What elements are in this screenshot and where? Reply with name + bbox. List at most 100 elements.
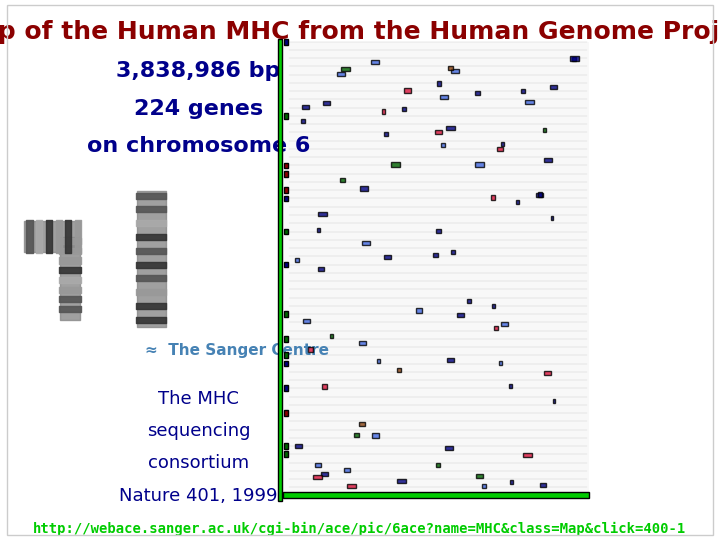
FancyBboxPatch shape [551, 216, 553, 220]
FancyBboxPatch shape [284, 113, 288, 119]
FancyBboxPatch shape [552, 399, 555, 403]
FancyBboxPatch shape [474, 163, 484, 166]
FancyBboxPatch shape [441, 143, 445, 147]
FancyBboxPatch shape [284, 386, 288, 391]
FancyBboxPatch shape [284, 336, 288, 342]
FancyBboxPatch shape [525, 99, 534, 104]
FancyBboxPatch shape [572, 57, 576, 61]
FancyBboxPatch shape [490, 195, 495, 200]
FancyBboxPatch shape [467, 299, 472, 303]
FancyBboxPatch shape [402, 106, 406, 111]
FancyBboxPatch shape [284, 311, 288, 317]
FancyBboxPatch shape [284, 163, 288, 168]
FancyBboxPatch shape [303, 319, 310, 323]
Text: consortium: consortium [148, 454, 249, 472]
Text: The MHC: The MHC [158, 390, 239, 408]
FancyBboxPatch shape [278, 39, 282, 501]
Text: on chromosome 6: on chromosome 6 [87, 137, 310, 157]
FancyBboxPatch shape [294, 258, 299, 262]
FancyBboxPatch shape [317, 228, 320, 232]
FancyBboxPatch shape [384, 255, 391, 259]
FancyBboxPatch shape [284, 410, 288, 416]
FancyBboxPatch shape [283, 42, 590, 496]
FancyBboxPatch shape [312, 475, 322, 479]
FancyBboxPatch shape [321, 472, 328, 476]
FancyBboxPatch shape [521, 89, 526, 93]
Text: ≈  The Sanger Centre: ≈ The Sanger Centre [145, 343, 328, 358]
FancyBboxPatch shape [391, 163, 400, 166]
FancyBboxPatch shape [284, 195, 288, 201]
Text: http://webace.sanger.ac.uk/cgi-bin/ace/pic/6ace?name=MHC&class=Map&click=400-1: http://webace.sanger.ac.uk/cgi-bin/ace/p… [33, 522, 687, 536]
Text: Nature 401, 1999: Nature 401, 1999 [120, 487, 278, 505]
FancyBboxPatch shape [295, 444, 302, 448]
Text: 3,838,986 bp: 3,838,986 bp [117, 61, 281, 81]
FancyBboxPatch shape [318, 267, 324, 271]
FancyBboxPatch shape [318, 212, 328, 216]
FancyBboxPatch shape [436, 229, 441, 233]
FancyBboxPatch shape [436, 130, 442, 134]
FancyBboxPatch shape [474, 91, 480, 94]
FancyBboxPatch shape [536, 193, 543, 197]
FancyBboxPatch shape [543, 128, 546, 132]
FancyBboxPatch shape [570, 57, 579, 60]
FancyBboxPatch shape [492, 304, 495, 308]
FancyBboxPatch shape [446, 126, 455, 130]
FancyBboxPatch shape [341, 178, 346, 182]
FancyBboxPatch shape [451, 250, 455, 254]
FancyBboxPatch shape [359, 341, 366, 345]
FancyBboxPatch shape [360, 186, 368, 191]
FancyBboxPatch shape [500, 361, 502, 365]
FancyBboxPatch shape [476, 474, 482, 478]
Text: 224 genes: 224 genes [134, 99, 263, 119]
FancyBboxPatch shape [315, 463, 320, 467]
FancyBboxPatch shape [359, 422, 365, 426]
FancyBboxPatch shape [433, 253, 438, 257]
FancyBboxPatch shape [415, 308, 423, 313]
FancyBboxPatch shape [436, 463, 440, 467]
FancyBboxPatch shape [445, 446, 454, 450]
FancyBboxPatch shape [544, 371, 552, 375]
FancyBboxPatch shape [397, 368, 400, 372]
FancyBboxPatch shape [284, 171, 288, 177]
FancyBboxPatch shape [330, 334, 333, 338]
FancyBboxPatch shape [284, 361, 288, 367]
FancyBboxPatch shape [372, 434, 379, 437]
FancyBboxPatch shape [322, 384, 327, 389]
FancyBboxPatch shape [516, 200, 519, 204]
FancyBboxPatch shape [284, 353, 288, 358]
FancyBboxPatch shape [371, 60, 379, 64]
FancyBboxPatch shape [284, 451, 288, 457]
FancyBboxPatch shape [447, 359, 454, 362]
FancyBboxPatch shape [494, 326, 498, 330]
FancyBboxPatch shape [397, 479, 406, 483]
FancyBboxPatch shape [341, 67, 350, 71]
FancyBboxPatch shape [354, 433, 359, 437]
FancyBboxPatch shape [451, 69, 459, 73]
FancyBboxPatch shape [456, 313, 464, 317]
FancyBboxPatch shape [440, 95, 448, 99]
FancyBboxPatch shape [323, 102, 330, 105]
Text: Map of the Human MHC from the Human Genome Project: Map of the Human MHC from the Human Geno… [0, 20, 720, 44]
FancyBboxPatch shape [284, 187, 288, 193]
FancyBboxPatch shape [539, 483, 546, 487]
FancyBboxPatch shape [283, 492, 590, 498]
FancyBboxPatch shape [497, 147, 503, 151]
FancyBboxPatch shape [348, 484, 356, 488]
FancyBboxPatch shape [336, 72, 345, 76]
FancyBboxPatch shape [509, 384, 512, 388]
FancyBboxPatch shape [284, 443, 288, 449]
FancyBboxPatch shape [544, 158, 552, 163]
FancyBboxPatch shape [539, 192, 542, 197]
FancyBboxPatch shape [501, 322, 508, 326]
FancyBboxPatch shape [404, 89, 410, 92]
FancyBboxPatch shape [384, 132, 388, 136]
FancyBboxPatch shape [308, 347, 313, 352]
FancyBboxPatch shape [284, 262, 288, 267]
FancyBboxPatch shape [523, 453, 532, 457]
Text: sequencing: sequencing [147, 422, 251, 440]
FancyBboxPatch shape [550, 85, 557, 89]
FancyBboxPatch shape [437, 82, 441, 85]
FancyBboxPatch shape [301, 119, 305, 124]
FancyBboxPatch shape [377, 359, 379, 363]
FancyBboxPatch shape [284, 228, 288, 234]
